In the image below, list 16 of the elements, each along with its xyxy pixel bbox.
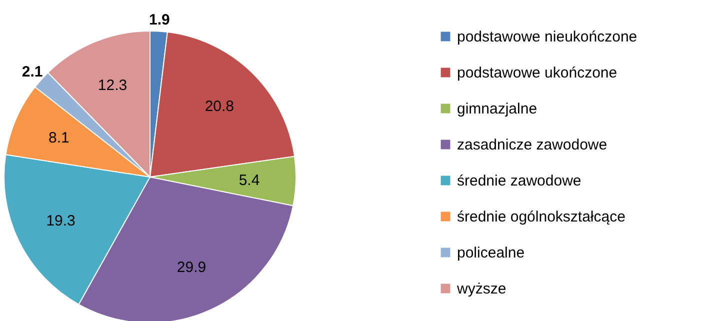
legend-label: wyższe — [456, 280, 506, 298]
data-label: 20.8 — [204, 98, 234, 116]
data-label: 8.1 — [48, 129, 70, 146]
legend-label: zasadnicze zawodowe — [457, 136, 608, 154]
legend-label: policealne — [457, 244, 525, 262]
data-label: 12.3 — [98, 77, 128, 94]
data-label: 1.9 — [149, 11, 170, 28]
legend-label: gimnazjalne — [457, 100, 538, 118]
legend-label: średnie ogólnokształcące — [457, 208, 626, 226]
legend-label: podstawowe nieukończone — [457, 28, 638, 46]
data-label: 29.9 — [176, 259, 206, 276]
data-label: 5.4 — [238, 172, 260, 189]
data-label: 2.1 — [22, 64, 43, 81]
legend-label: średnie zawodowe — [457, 172, 582, 190]
data-label: 19.3 — [46, 212, 76, 230]
legend-label: podstawowe ukończone — [457, 64, 618, 82]
